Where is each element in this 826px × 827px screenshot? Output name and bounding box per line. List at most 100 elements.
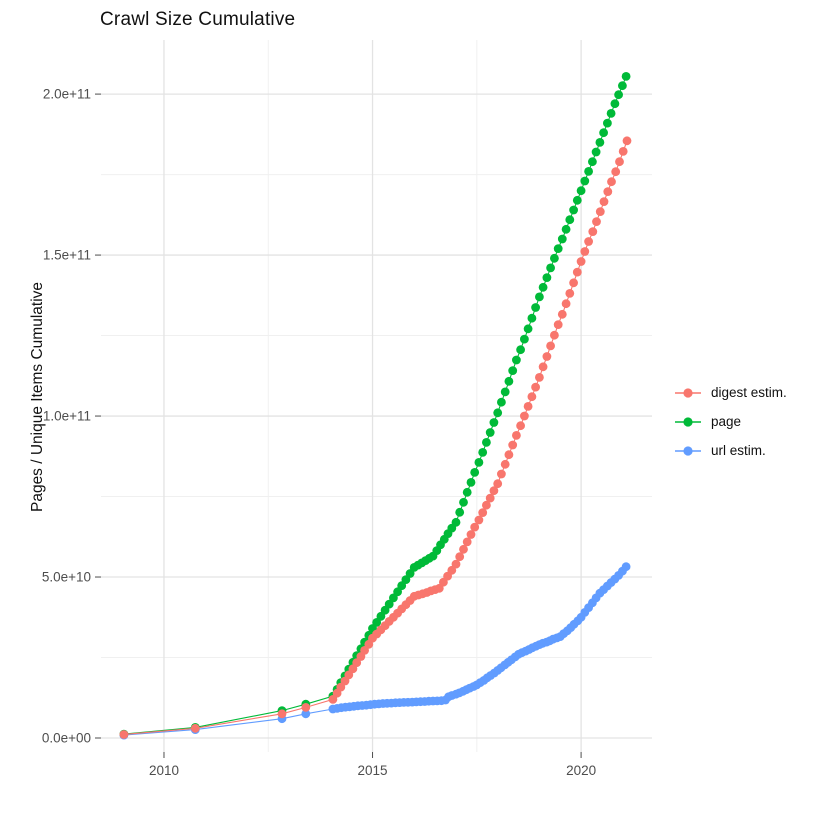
data-point-url-estim bbox=[621, 562, 631, 572]
data-point-page bbox=[516, 345, 525, 355]
data-point-digest-estim bbox=[516, 421, 525, 431]
legend-label-page: page bbox=[711, 414, 742, 429]
data-point-page bbox=[614, 90, 623, 100]
data-point-digest-estim bbox=[569, 278, 578, 288]
data-point-page bbox=[384, 599, 394, 609]
series-url-estim bbox=[119, 562, 631, 740]
data-point-digest-estim bbox=[512, 431, 521, 440]
legend-label-digest-estim: digest estim. bbox=[711, 385, 787, 400]
x-tick-label: 2020 bbox=[566, 763, 596, 778]
legend-key-url-estim-icon bbox=[675, 445, 701, 456]
data-point-page bbox=[462, 487, 472, 497]
data-point-digest-estim bbox=[455, 552, 465, 562]
data-point-digest-estim bbox=[482, 500, 491, 510]
y-tick-label: 2.0e+11 bbox=[43, 87, 91, 102]
data-point-page bbox=[588, 157, 597, 167]
data-point-page bbox=[580, 176, 590, 186]
data-point-digest-estim bbox=[277, 709, 287, 719]
data-point-page bbox=[497, 397, 506, 407]
data-point-digest-estim bbox=[527, 392, 537, 402]
data-point-digest-estim bbox=[489, 486, 499, 496]
data-point-digest-estim bbox=[576, 257, 586, 266]
x-tick-label: 2010 bbox=[149, 763, 179, 778]
data-point-digest-estim bbox=[561, 299, 571, 309]
data-point-page bbox=[470, 468, 480, 477]
data-point-digest-estim bbox=[523, 402, 533, 411]
data-point-digest-estim bbox=[538, 362, 548, 372]
data-point-digest-estim bbox=[459, 544, 468, 554]
legend-key-digest-estim-icon bbox=[675, 387, 701, 398]
chart-title: Crawl Size Cumulative bbox=[100, 9, 296, 30]
data-point-page bbox=[550, 253, 559, 263]
series-line-digest-estim bbox=[123, 140, 628, 736]
data-point-page bbox=[538, 282, 548, 292]
data-point-digest-estim bbox=[500, 459, 510, 469]
data-point-digest-estim bbox=[328, 695, 338, 704]
series-digest-estim bbox=[119, 136, 632, 739]
data-point-page bbox=[603, 118, 612, 128]
data-point-page bbox=[485, 428, 495, 437]
data-point-digest-estim bbox=[607, 177, 616, 187]
data-point-digest-estim bbox=[485, 493, 495, 503]
data-point-digest-estim bbox=[470, 522, 480, 532]
data-point-page bbox=[572, 195, 582, 205]
data-point-digest-estim bbox=[462, 537, 472, 547]
data-point-page bbox=[531, 303, 540, 312]
legend: digest estim. page url estim. bbox=[674, 378, 787, 465]
legend-item-url-estim: url estim. bbox=[674, 436, 787, 465]
data-point-digest-estim bbox=[504, 450, 514, 460]
data-point-digest-estim bbox=[542, 352, 552, 361]
data-point-page bbox=[542, 273, 552, 282]
data-point-page bbox=[535, 292, 544, 302]
data-point-page bbox=[478, 448, 488, 457]
data-point-digest-estim bbox=[535, 373, 544, 382]
data-point-page bbox=[569, 205, 578, 215]
data-point-page bbox=[500, 387, 510, 397]
data-point-page bbox=[576, 186, 586, 196]
data-point-page bbox=[493, 408, 503, 418]
data-point-digest-estim bbox=[497, 469, 506, 479]
data-point-page bbox=[546, 263, 555, 273]
data-point-digest-estim bbox=[599, 197, 609, 207]
data-point-page bbox=[482, 438, 491, 447]
data-point-page bbox=[523, 324, 533, 334]
data-point-digest-estim bbox=[301, 703, 311, 712]
data-point-digest-estim bbox=[603, 187, 613, 197]
data-point-digest-estim bbox=[565, 289, 575, 298]
data-point-digest-estim bbox=[546, 341, 555, 351]
data-point-digest-estim bbox=[584, 237, 593, 246]
data-point-digest-estim bbox=[588, 227, 598, 237]
data-point-page bbox=[610, 99, 620, 109]
legend-label-url-estim: url estim. bbox=[711, 443, 766, 458]
data-point-page bbox=[459, 497, 468, 507]
data-point-page bbox=[474, 458, 484, 467]
data-point-digest-estim bbox=[190, 723, 200, 733]
data-point-digest-estim bbox=[572, 267, 582, 277]
legend-key-page-icon bbox=[675, 416, 701, 427]
y-tick-label: 1.0e+11 bbox=[43, 409, 91, 424]
data-point-page bbox=[455, 507, 465, 517]
data-point-digest-estim bbox=[595, 207, 605, 217]
data-point-digest-estim bbox=[615, 157, 624, 167]
data-point-page bbox=[520, 334, 529, 344]
data-point-digest-estim bbox=[557, 309, 567, 319]
y-tick-label: 1.5e+11 bbox=[43, 248, 91, 263]
data-point-digest-estim bbox=[474, 515, 484, 525]
data-point-page bbox=[557, 234, 567, 244]
data-point-page bbox=[561, 224, 571, 234]
x-tick-label: 2015 bbox=[358, 763, 388, 778]
data-point-page bbox=[527, 313, 537, 323]
data-point-digest-estim bbox=[592, 217, 601, 227]
data-point-page bbox=[508, 366, 518, 375]
data-point-page bbox=[591, 147, 601, 157]
legend-item-page: page bbox=[674, 407, 787, 436]
data-point-page bbox=[606, 109, 616, 118]
data-point-digest-estim bbox=[493, 479, 503, 489]
data-point-digest-estim bbox=[580, 247, 590, 256]
data-point-page bbox=[512, 355, 521, 365]
data-point-digest-estim bbox=[119, 730, 129, 739]
data-point-page bbox=[599, 128, 608, 138]
data-point-page bbox=[584, 167, 593, 176]
data-point-page bbox=[466, 478, 476, 487]
